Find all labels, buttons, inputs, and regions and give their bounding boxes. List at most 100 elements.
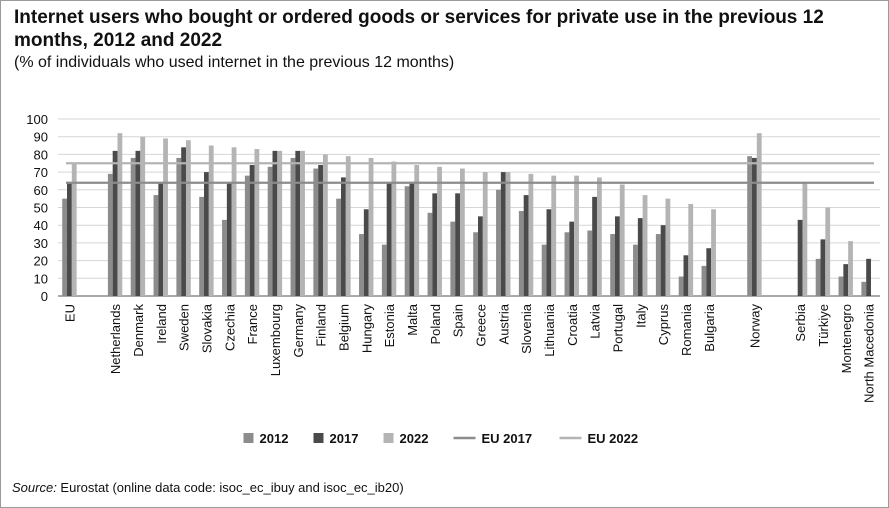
bar: [752, 157, 757, 296]
x-tick-label: Serbia: [793, 303, 808, 341]
bar: [318, 165, 323, 296]
bar: [655, 234, 661, 296]
bar: [381, 244, 387, 296]
x-tick-label: Spain: [451, 304, 466, 337]
bar: [71, 163, 77, 296]
bar: [295, 150, 301, 296]
bar: [277, 150, 283, 296]
bar: [843, 264, 849, 296]
x-tick-label: Slovenia: [519, 303, 534, 354]
bar: [368, 157, 374, 296]
x-tick-label: Türkiye: [816, 304, 831, 347]
bar: [341, 177, 346, 296]
bar: [756, 133, 762, 296]
bar: [551, 175, 557, 296]
bar: [222, 219, 227, 296]
x-tick-label: Czechia: [222, 303, 237, 351]
bar: [391, 161, 397, 296]
bar: [518, 211, 524, 296]
bar: [802, 182, 808, 296]
bar: [163, 138, 168, 296]
chart-title: Internet users who bought or ordered goo…: [14, 7, 824, 51]
y-tick-label: 50: [34, 201, 48, 216]
bar: [267, 166, 273, 296]
x-tick-label: Cyprus: [656, 304, 671, 346]
x-tick-label: Ireland: [154, 304, 169, 344]
bar: [363, 209, 369, 296]
bar: [345, 156, 351, 296]
bar: [455, 193, 460, 296]
bar: [637, 218, 643, 296]
bar: [541, 244, 547, 296]
x-tick-label: Croatia: [565, 303, 580, 346]
bar: [231, 147, 237, 296]
x-tick-label: Poland: [428, 304, 443, 344]
x-tick-label: Belgium: [336, 304, 351, 351]
bar: [404, 186, 410, 296]
y-tick-label: 30: [34, 236, 48, 251]
x-tick-label: Hungary: [359, 304, 374, 354]
y-tick-label: 60: [34, 183, 48, 198]
x-tick-label: Sweden: [177, 304, 192, 351]
bar: [386, 182, 392, 296]
bar: [688, 203, 694, 296]
bar: [336, 198, 342, 296]
bar: [500, 172, 506, 296]
bar: [112, 150, 118, 296]
bar: [615, 216, 620, 296]
x-tick-label: Finland: [314, 304, 329, 347]
bar: [564, 232, 570, 296]
bar: [496, 189, 501, 296]
y-tick-label: 90: [34, 130, 48, 145]
bar: [427, 212, 433, 296]
x-tick-label: Luxembourg: [268, 304, 283, 376]
bar: [569, 221, 575, 296]
x-tick-label: Austria: [496, 303, 511, 344]
x-tick-label: Portugal: [610, 304, 625, 353]
bar: [185, 140, 191, 296]
y-tick-label: 20: [34, 254, 48, 269]
x-tick-label: Norway: [747, 304, 762, 349]
bar: [62, 198, 68, 296]
bar: [249, 165, 255, 296]
y-tick-label: 40: [34, 218, 48, 233]
bar: [866, 258, 871, 296]
bar: [596, 177, 602, 296]
legend-label: EU 2017: [482, 431, 533, 446]
x-tick-label: Italy: [633, 304, 648, 328]
bar: [825, 207, 831, 296]
bar: [747, 156, 753, 296]
y-tick-label: 70: [34, 165, 48, 180]
bar: [528, 173, 534, 296]
bar: [797, 219, 803, 296]
bar: [815, 258, 821, 296]
bar: [678, 276, 684, 296]
x-tick-label: Montenegro: [839, 304, 854, 373]
legend-label: EU 2022: [588, 431, 639, 446]
bar: [300, 150, 305, 296]
bar: [254, 149, 260, 296]
x-tick-label: Germany: [291, 304, 306, 358]
bar: [208, 145, 214, 296]
legend-label: 2012: [260, 431, 289, 446]
x-tick-label: France: [245, 304, 260, 344]
x-tick-label: Lithuania: [542, 303, 557, 357]
bar: [158, 182, 164, 296]
bar: [204, 172, 209, 296]
bar: [130, 157, 136, 296]
y-tick-label: 100: [26, 112, 48, 127]
bar: [478, 216, 483, 296]
legend-swatch: [243, 433, 254, 443]
source-label: Source:: [12, 480, 57, 495]
legend-label: 2017: [330, 431, 359, 446]
bar: [450, 221, 456, 296]
bar: [181, 147, 186, 296]
bar: [67, 182, 72, 296]
bar: [848, 241, 853, 296]
y-tick-label: 0: [41, 289, 48, 304]
legend-label: 2022: [400, 431, 429, 446]
bar: [482, 172, 488, 296]
bar: [642, 195, 648, 296]
legend-swatch: [383, 433, 394, 443]
bar: [473, 232, 479, 296]
